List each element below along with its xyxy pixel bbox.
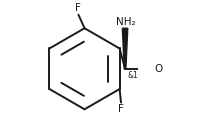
Text: &1: &1 [127, 71, 138, 80]
Text: NH₂: NH₂ [116, 17, 136, 27]
Text: O: O [154, 64, 162, 74]
Text: F: F [75, 3, 81, 13]
Polygon shape [122, 28, 128, 69]
Text: F: F [118, 104, 124, 114]
